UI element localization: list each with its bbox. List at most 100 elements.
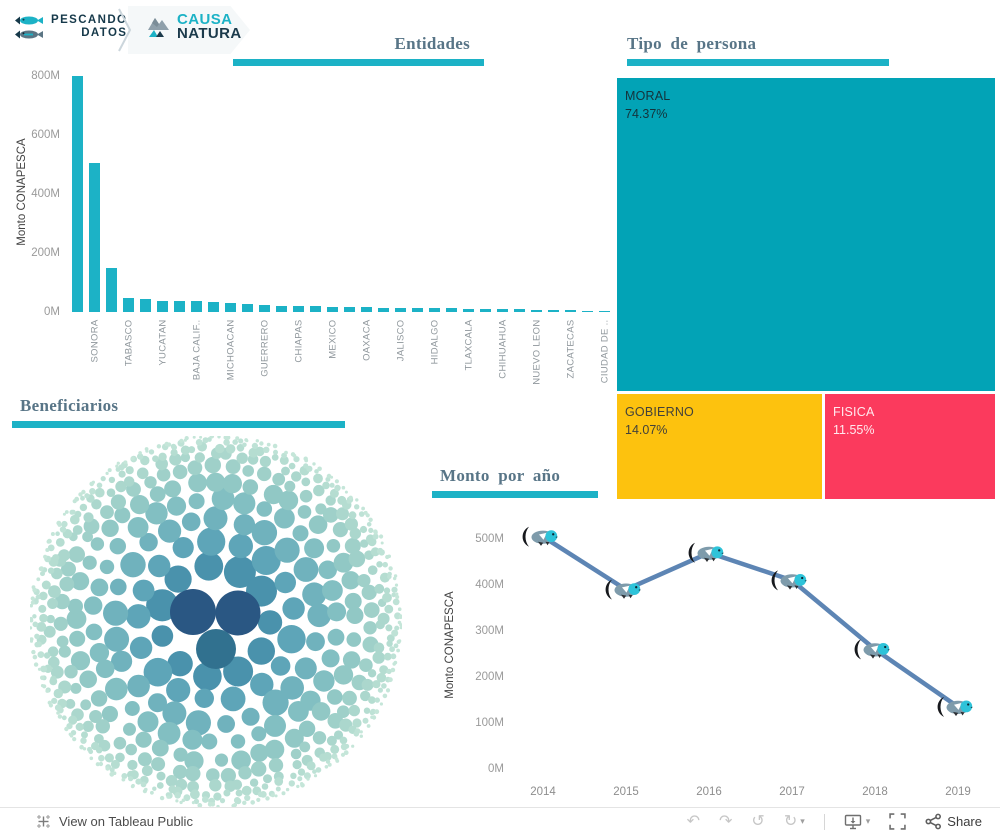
bubble-circle[interactable] — [372, 533, 379, 540]
bubble-circle[interactable] — [297, 768, 306, 776]
bubble-circle[interactable] — [45, 689, 50, 693]
bubble-circle[interactable] — [54, 593, 70, 610]
bubble-circle[interactable] — [348, 495, 353, 500]
bubble-circle[interactable] — [306, 465, 313, 472]
bubble-circle[interactable] — [220, 768, 236, 784]
bubble-circle[interactable] — [268, 758, 284, 773]
bubble-circle[interactable] — [292, 453, 297, 458]
bubble-circle[interactable] — [304, 538, 325, 559]
bubble-circle[interactable] — [379, 572, 390, 583]
bubble-circle[interactable] — [342, 690, 357, 706]
bubble-circle[interactable] — [37, 667, 42, 671]
bubble-circle[interactable] — [167, 651, 193, 677]
entidades-bar[interactable] — [531, 309, 542, 312]
bubble-circle[interactable] — [59, 576, 75, 592]
bubble-circle[interactable] — [181, 512, 201, 532]
bubble-circle[interactable] — [144, 447, 149, 451]
bubble-circle[interactable] — [353, 731, 360, 737]
bubble-circle[interactable] — [354, 504, 360, 510]
bubble-circle[interactable] — [315, 767, 322, 773]
entidades-bar[interactable] — [191, 301, 202, 312]
undo-button[interactable]: ↶ — [686, 812, 701, 830]
bubble-circle[interactable] — [217, 715, 236, 733]
bubble-circle[interactable] — [399, 623, 402, 627]
bubble-circle[interactable] — [312, 731, 327, 745]
bubble-circle[interactable] — [109, 538, 127, 555]
bubble-circle[interactable] — [329, 482, 335, 488]
bubble-circle[interactable] — [250, 800, 255, 805]
bubble-circle[interactable] — [56, 711, 60, 715]
bubble-circle[interactable] — [50, 675, 57, 683]
fish-marker[interactable] — [771, 570, 807, 591]
bubble-circle[interactable] — [141, 765, 153, 777]
bubble-circle[interactable] — [99, 559, 115, 575]
bubble-circle[interactable] — [89, 710, 103, 723]
bubble-circle[interactable] — [284, 450, 288, 455]
bubble-circle[interactable] — [104, 626, 130, 652]
entidades-bar[interactable] — [344, 306, 355, 312]
bubble-circle[interactable] — [396, 648, 400, 653]
fish-marker[interactable] — [522, 526, 558, 547]
bubble-circle[interactable] — [204, 456, 221, 474]
bubble-circle[interactable] — [110, 759, 120, 769]
bubble-circle[interactable] — [225, 444, 236, 454]
bubble-circle[interactable] — [179, 438, 184, 443]
bubble-circle[interactable] — [70, 682, 82, 694]
bubble-circle[interactable] — [392, 662, 397, 666]
bubble-circle[interactable] — [32, 614, 37, 619]
bubble-circle[interactable] — [264, 739, 285, 760]
bubble-circle[interactable] — [116, 461, 120, 465]
bubble-circle[interactable] — [321, 649, 340, 668]
bubble-circle[interactable] — [108, 476, 116, 484]
bubble-circle[interactable] — [40, 665, 46, 671]
bubble-circle[interactable] — [242, 465, 254, 477]
bubble-circle[interactable] — [214, 753, 229, 767]
bubble-circle[interactable] — [344, 490, 348, 494]
bubble-circle[interactable] — [81, 489, 86, 495]
bubble-circle[interactable] — [270, 656, 291, 676]
bubble-circle[interactable] — [228, 533, 253, 559]
bubble-circle[interactable] — [35, 594, 41, 600]
bubble-circle[interactable] — [365, 513, 370, 518]
bubble-circle[interactable] — [366, 724, 371, 728]
bubble-circle[interactable] — [132, 579, 155, 602]
bubble-circle[interactable] — [48, 656, 60, 669]
bubble-circle[interactable] — [156, 771, 166, 781]
bubble-circle[interactable] — [291, 471, 302, 482]
bubble-circle[interactable] — [398, 614, 403, 619]
bubble-circle[interactable] — [281, 791, 286, 796]
bubble-circle[interactable] — [308, 515, 328, 534]
bubble-circle[interactable] — [215, 443, 225, 454]
entidades-bar[interactable] — [242, 304, 253, 312]
bubble-circle[interactable] — [165, 775, 178, 787]
bubble-circle[interactable] — [209, 779, 222, 792]
bubble-circle[interactable] — [288, 701, 309, 722]
bubble-circle[interactable] — [139, 533, 158, 552]
bubble-circle[interactable] — [374, 583, 385, 594]
bubble-circle[interactable] — [383, 587, 391, 594]
bubble-circle[interactable] — [360, 690, 371, 702]
bubble-circle[interactable] — [235, 789, 243, 797]
bubble-circle[interactable] — [127, 517, 149, 538]
bubble-circle[interactable] — [166, 795, 170, 799]
bubble-circle[interactable] — [105, 471, 109, 475]
bubble-circle[interactable] — [334, 484, 341, 492]
bubble-circle[interactable] — [369, 710, 375, 716]
bubble-circle[interactable] — [95, 659, 115, 679]
bubble-circle[interactable] — [191, 801, 195, 805]
bubble-circle[interactable] — [43, 652, 51, 659]
entidades-bar[interactable] — [548, 309, 559, 312]
bubble-circle[interactable] — [37, 651, 45, 658]
bubble-circle[interactable] — [95, 487, 105, 498]
bubble-circle[interactable] — [95, 762, 100, 767]
bubble-circle[interactable] — [278, 490, 299, 511]
bubble-circle[interactable] — [172, 464, 188, 480]
bubble-circle[interactable] — [344, 538, 361, 554]
bubble-circle[interactable] — [187, 460, 203, 476]
bubble-circle[interactable] — [30, 603, 33, 608]
bubble-circle[interactable] — [207, 801, 213, 807]
bubble-circle[interactable] — [128, 776, 134, 782]
bubble-circle[interactable] — [80, 495, 85, 501]
bubble-circle[interactable] — [124, 701, 140, 716]
entidades-bar[interactable] — [157, 300, 168, 312]
